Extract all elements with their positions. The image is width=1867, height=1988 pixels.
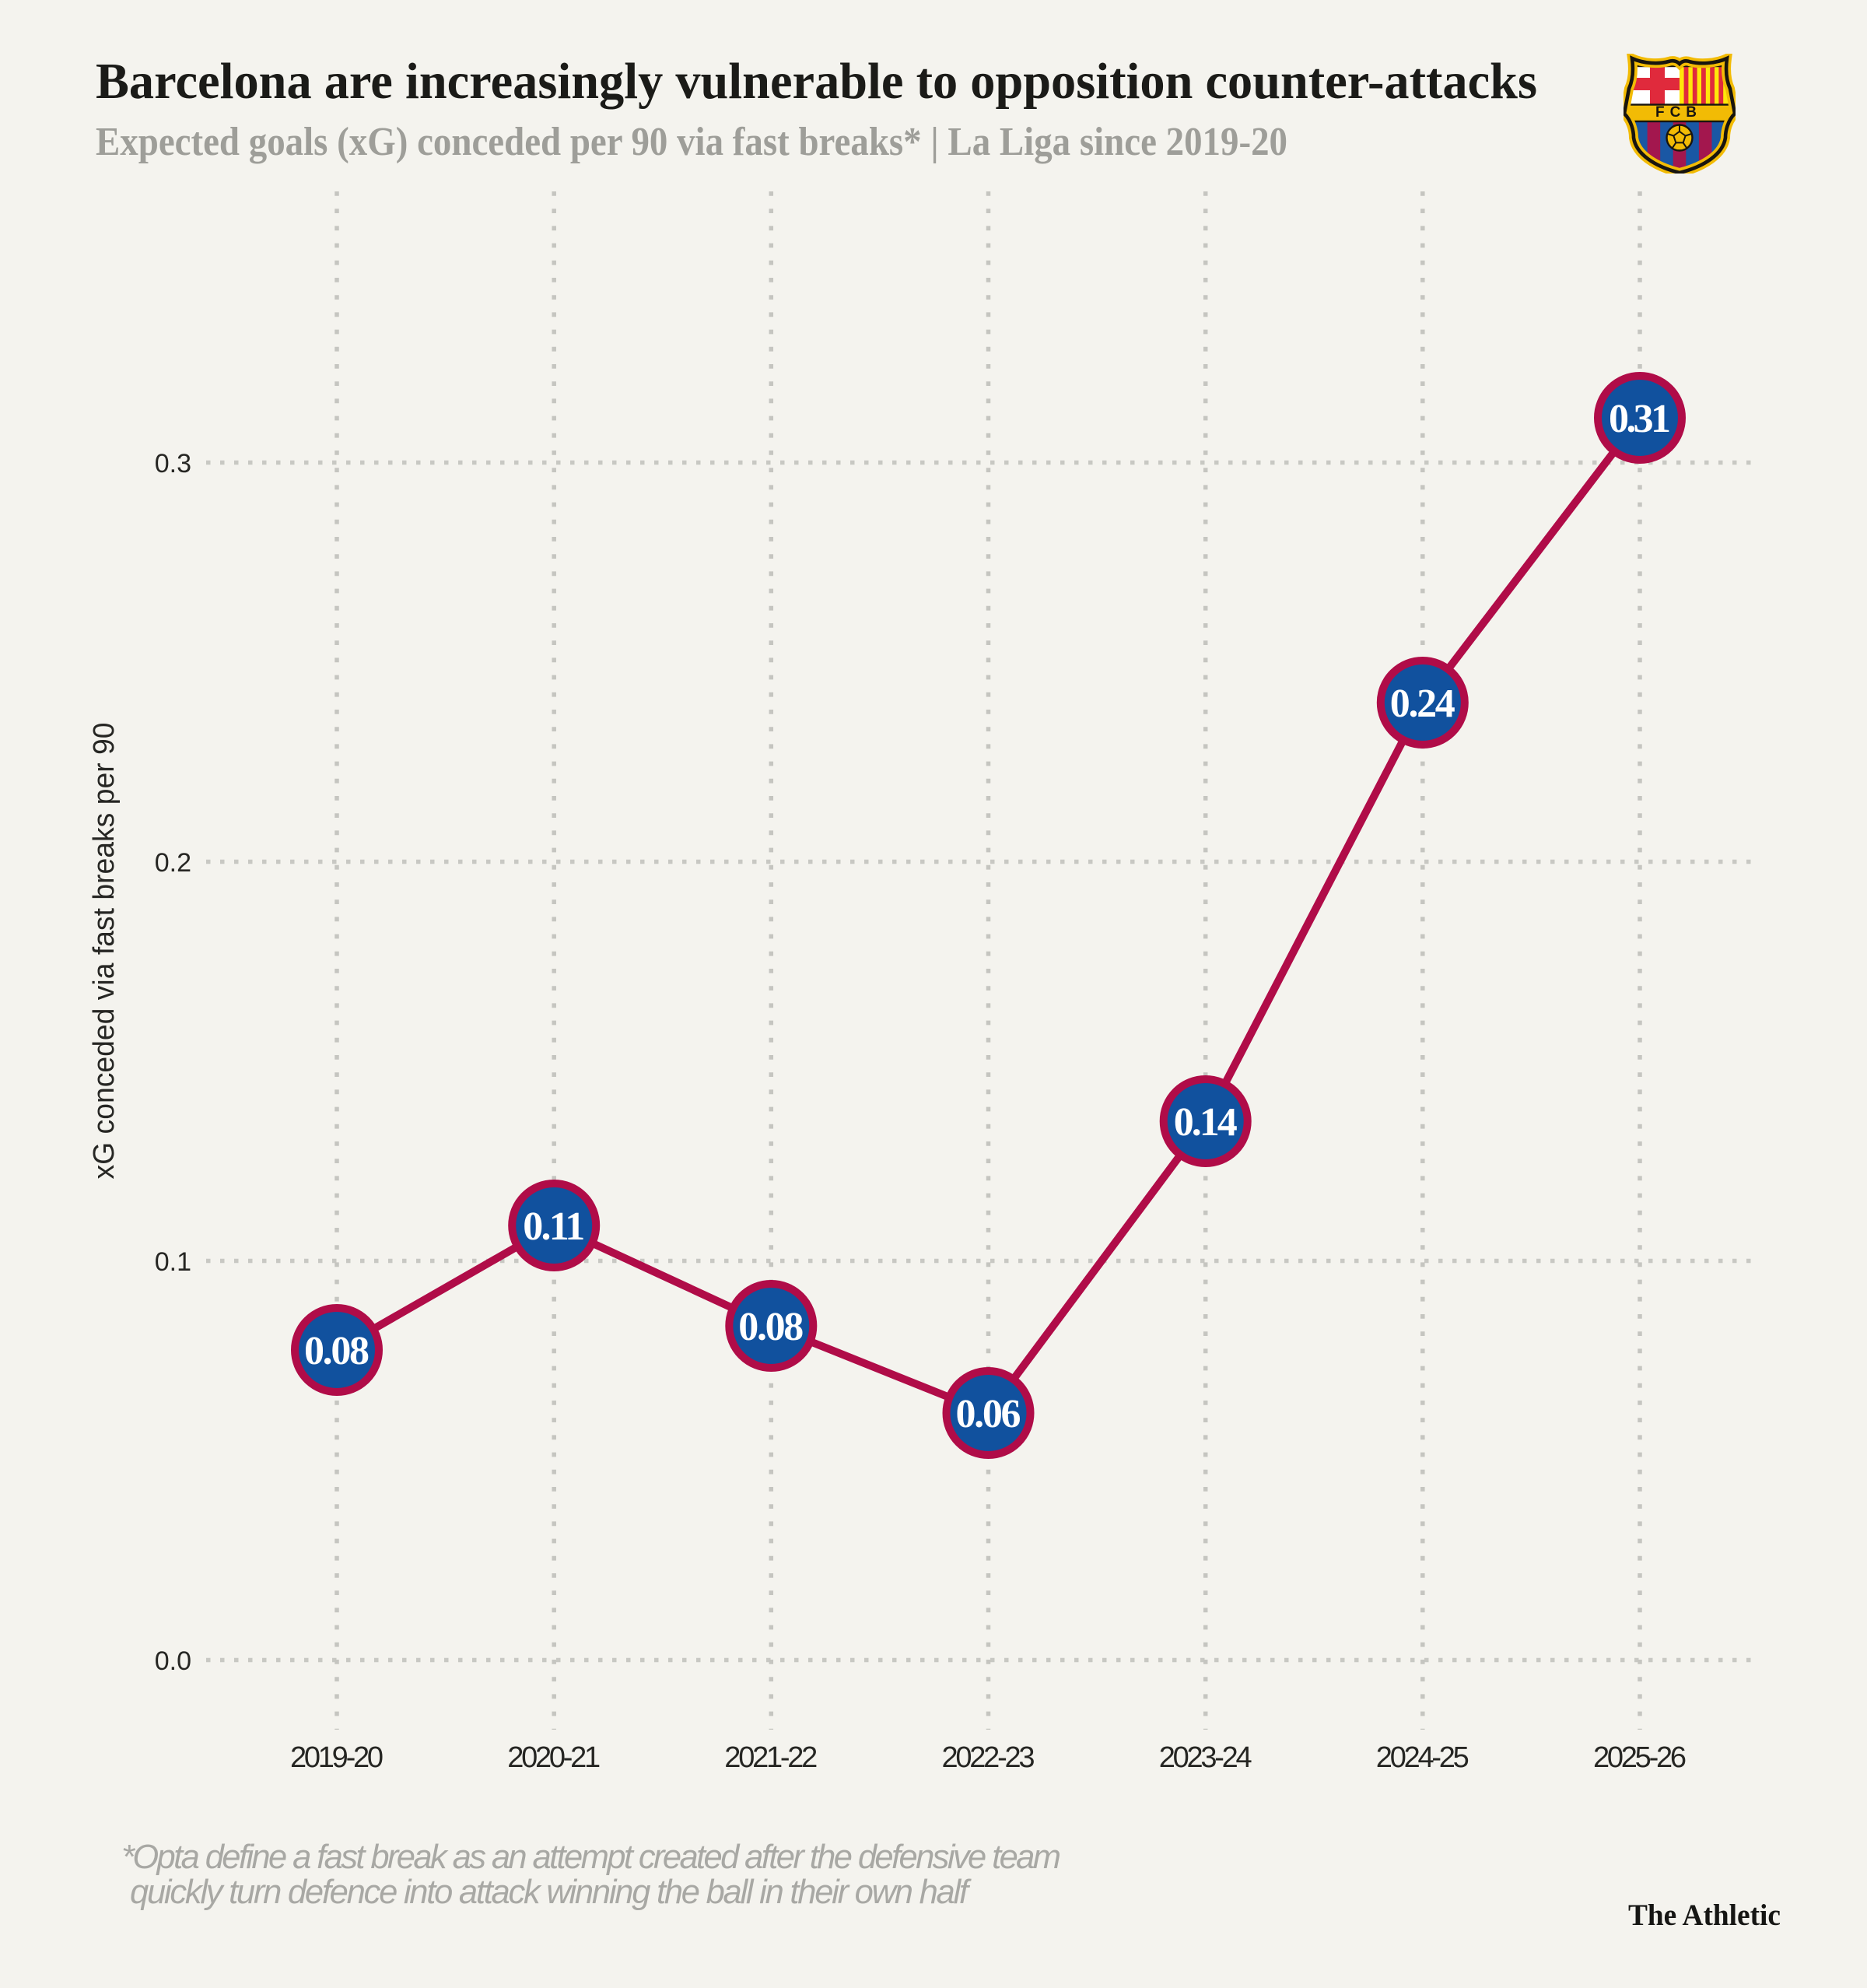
svg-text:2020-21: 2020-21: [507, 1741, 601, 1774]
svg-text:2023-24: 2023-24: [1159, 1741, 1252, 1774]
svg-text:Barcelona are increasingly vul: Barcelona are increasingly vulnerable to…: [96, 53, 1537, 110]
svg-text:xG conceded via fast breaks pe: xG conceded via fast breaks per 90: [88, 723, 121, 1180]
svg-text:2024-25: 2024-25: [1376, 1741, 1469, 1774]
svg-text:0.24: 0.24: [1390, 682, 1455, 726]
svg-text:Expected goals (xG) conceded p: Expected goals (xG) conceded per 90 via …: [96, 120, 1287, 164]
svg-text:0.11: 0.11: [523, 1204, 585, 1249]
svg-text:0.3: 0.3: [155, 449, 191, 479]
svg-text:2021-22: 2021-22: [724, 1741, 818, 1774]
svg-text:0.06: 0.06: [956, 1392, 1021, 1436]
svg-text:2019-20: 2019-20: [290, 1741, 384, 1774]
svg-text:0.14: 0.14: [1174, 1100, 1238, 1145]
svg-text:0.0: 0.0: [155, 1646, 191, 1676]
svg-text:0.1: 0.1: [155, 1247, 191, 1277]
svg-text:2025-26: 2025-26: [1593, 1741, 1687, 1774]
svg-text:FCB: FCB: [1655, 104, 1702, 121]
svg-text:0.08: 0.08: [738, 1305, 804, 1349]
svg-text:0.2: 0.2: [155, 848, 191, 878]
svg-text:2022-23: 2022-23: [942, 1741, 1035, 1774]
svg-text:quickly turn defence into atta: quickly turn defence into attack winning…: [130, 1874, 972, 1911]
svg-text:The Athletic: The Athletic: [1628, 1899, 1781, 1932]
svg-text:0.31: 0.31: [1609, 397, 1671, 441]
svg-text:0.08: 0.08: [304, 1329, 370, 1373]
svg-text:*Opta define a fast break as a: *Opta define a fast break as an attempt …: [121, 1839, 1061, 1876]
